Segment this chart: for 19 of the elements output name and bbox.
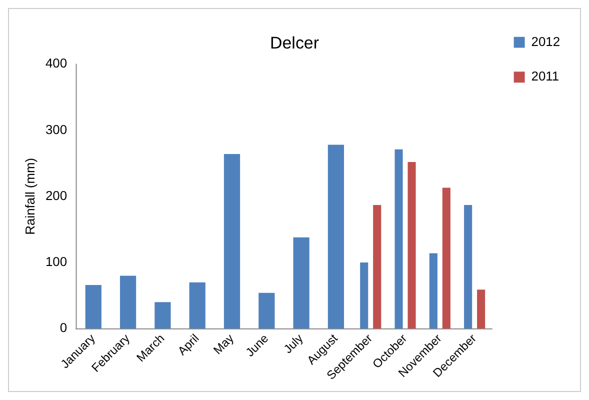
- chart-title: Delcer: [270, 34, 320, 53]
- y-axis-title: Rainfall (mm): [22, 158, 38, 235]
- y-tick-label: 0: [60, 320, 68, 336]
- bar: [442, 188, 450, 329]
- legend-label: 2011: [531, 68, 560, 84]
- bar: [224, 154, 240, 329]
- bar: [189, 282, 206, 329]
- bar: [154, 302, 171, 329]
- y-tick-label: 200: [45, 188, 68, 203]
- bar: [373, 204, 382, 329]
- x-tick-label: May: [210, 331, 236, 358]
- y-tick-label: 300: [45, 122, 68, 137]
- bar: [477, 290, 486, 329]
- bar: [120, 276, 136, 329]
- x-tick-label: July: [280, 331, 306, 356]
- bar: [408, 162, 416, 329]
- legend-label: 2012: [531, 34, 560, 49]
- y-tick-label: 400: [45, 56, 68, 71]
- y-tick-label: 100: [45, 254, 68, 270]
